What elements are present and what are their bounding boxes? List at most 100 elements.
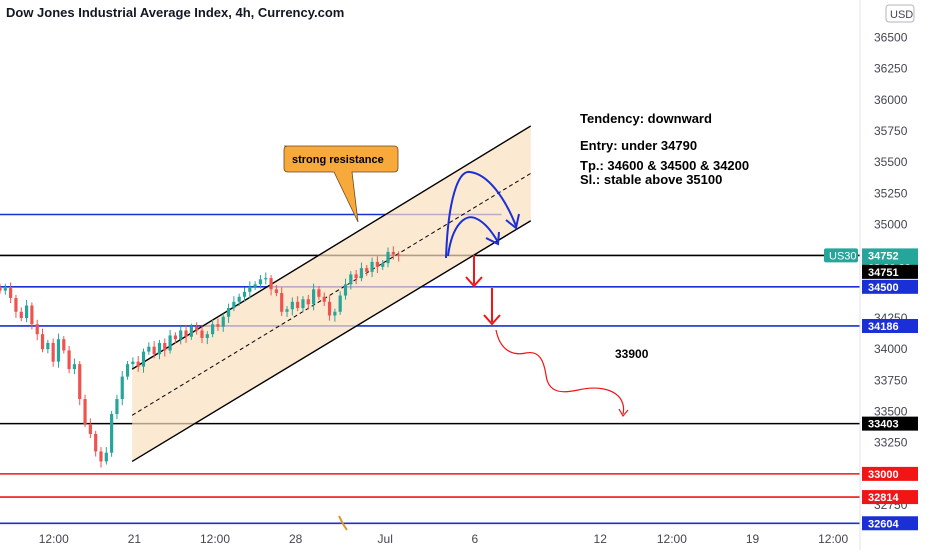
price-tag-label: 34752: [868, 250, 899, 262]
candle-body: [365, 268, 369, 272]
red-drop-arrowhead-2: [483, 314, 501, 326]
y-tick-label: 33750: [874, 373, 908, 387]
candle-body: [317, 289, 321, 297]
projection-arrows: [445, 170, 629, 418]
candle-body: [253, 284, 257, 287]
candle-body: [216, 324, 220, 327]
y-tick-label: 35250: [874, 186, 908, 200]
candle-body: [285, 309, 289, 312]
candle-body: [24, 305, 29, 318]
target-note: 33900: [615, 347, 649, 361]
candle-body: [237, 296, 241, 302]
price-tag-label: 33000: [868, 469, 899, 481]
x-tick-label: 12:00: [200, 532, 230, 546]
candle-body: [232, 301, 236, 309]
candle-body: [391, 251, 395, 255]
x-tick-label: Jul: [378, 532, 393, 546]
time-axis: 12:00 21 12:00 28 Jul 6 12 12:00 19 12:00: [39, 532, 849, 546]
candle-body: [179, 330, 183, 340]
candle-body: [99, 451, 103, 462]
price-tag-33403: [862, 416, 918, 431]
y-tick-label: 36250: [874, 62, 908, 76]
x-tick-label: 6: [471, 532, 478, 546]
candle-body: [163, 342, 167, 351]
candle-body: [168, 335, 172, 351]
y-tick-label: 35000: [874, 217, 908, 231]
x-tick-label: 28: [289, 532, 303, 546]
channel-lower-line: [131, 220, 532, 463]
candle-body: [322, 296, 326, 302]
candle-body: [78, 364, 82, 400]
candle-body: [104, 452, 108, 462]
candle-body: [56, 339, 61, 362]
candle-body: [51, 342, 55, 362]
channel-upper-line: [131, 125, 532, 370]
x-tick-label: 21: [128, 532, 142, 546]
price-tag-label: 32604: [868, 518, 899, 530]
candle-body: [157, 342, 162, 355]
candle-body: [147, 346, 151, 352]
candle-body: [173, 335, 178, 340]
candle-body: [14, 298, 18, 312]
entry-note: Entry: under 34790: [580, 138, 697, 153]
price-tag-32604: [862, 516, 918, 531]
y-tick-label: 34000: [874, 342, 908, 356]
blue-arrowhead-high: [505, 213, 520, 230]
candle-body: [35, 324, 39, 335]
candle-body: [205, 334, 209, 338]
candle-body: [226, 308, 231, 317]
candle-body: [397, 254, 401, 256]
candle-body: [125, 364, 130, 377]
price-tag-33000: [862, 466, 918, 481]
y-tick-label: 36000: [874, 93, 908, 107]
y-tick-label: 33500: [874, 405, 908, 419]
price-tag-label: 34500: [868, 282, 899, 294]
candle-body: [269, 278, 273, 290]
candle-body: [120, 376, 124, 400]
callout-text: strong resistance: [292, 154, 384, 166]
candle-body: [349, 274, 353, 285]
candle-body: [301, 299, 305, 309]
x-tick-label: 12:00: [39, 532, 69, 546]
candle-body: [141, 351, 146, 367]
symbol-tag-label: US30: [829, 250, 857, 262]
candles: [0, 246, 401, 468]
candle-body: [62, 339, 66, 351]
candle-body: [3, 288, 7, 291]
candle-body: [280, 293, 284, 312]
candle-body: [211, 324, 215, 335]
candle-body: [296, 301, 300, 309]
blue-arrowhead-low: [485, 231, 500, 246]
x-tick-label: 12: [594, 532, 608, 546]
y-tick-label: 33250: [874, 436, 908, 450]
candle-body: [242, 291, 247, 297]
candle-body: [258, 279, 263, 285]
candle-body: [30, 305, 34, 325]
candle-body: [386, 251, 390, 264]
candle-body: [381, 263, 385, 267]
candle-body: [290, 301, 294, 310]
price-tags: 3475203:30:39347513450034186334033300032…: [824, 248, 918, 531]
price-tag-34500: [862, 279, 918, 294]
candle-body: [327, 301, 332, 316]
candle-body: [19, 311, 23, 318]
currency-badge[interactable]: USD: [885, 4, 915, 23]
candle-body: [115, 399, 119, 415]
candle-body: [370, 261, 374, 272]
candle-body: [195, 326, 199, 331]
price-tag-34186: [862, 318, 918, 333]
candle-body: [184, 330, 188, 337]
candle-body: [40, 334, 45, 350]
strong-resistance-callout: strong resistance: [283, 145, 399, 223]
candle-body: [152, 346, 156, 355]
candle-body: [359, 268, 364, 279]
candle-body: [338, 295, 342, 312]
chart-title: Dow Jones Industrial Average Index, 4h, …: [6, 5, 344, 20]
symbol-tag: [824, 248, 858, 263]
price-tag-34751: [862, 264, 918, 279]
candle-body: [264, 278, 268, 280]
candle-body: [221, 316, 225, 327]
candle-body: [200, 330, 204, 338]
